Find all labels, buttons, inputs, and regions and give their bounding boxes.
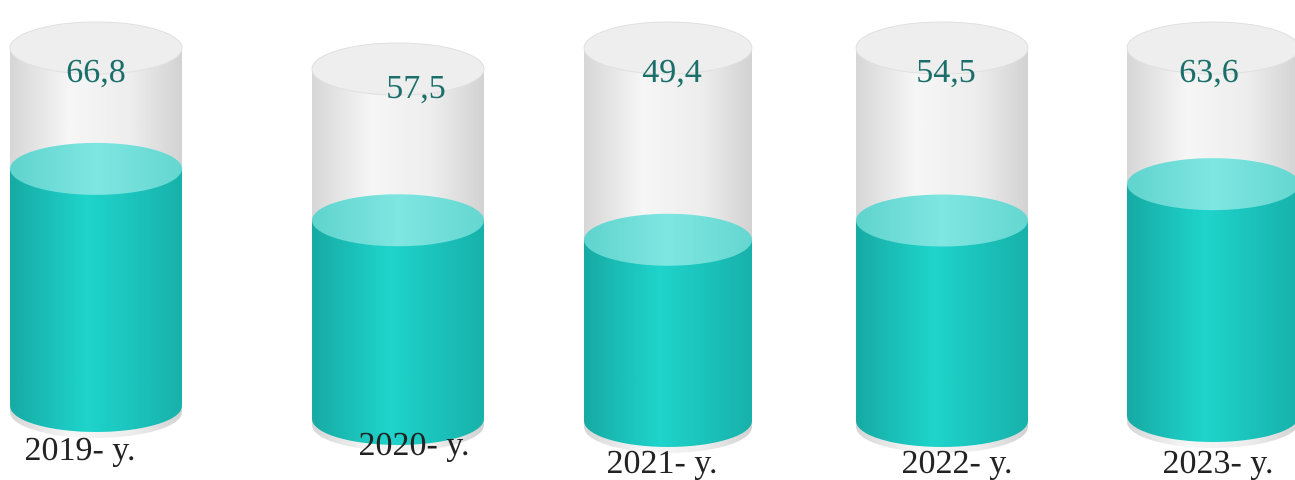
category-label: 2021- y. <box>606 444 717 480</box>
bar-fill <box>584 239 752 447</box>
cylinder-1: 66,8 2019- y. <box>9 21 183 468</box>
glass-top <box>311 42 485 96</box>
bar-value-label: 63,6 <box>1179 53 1239 90</box>
glass-top <box>9 21 183 75</box>
bar-top <box>856 194 1028 247</box>
bar-top <box>584 213 752 266</box>
bar-value-label: 49,4 <box>642 53 702 90</box>
bar-value-label: 66,8 <box>66 53 126 90</box>
bar-value-label: 54,5 <box>916 53 976 90</box>
bar-top <box>312 194 484 247</box>
bar-top <box>1127 158 1295 211</box>
category-label: 2019- y. <box>24 431 135 468</box>
bar-fill <box>10 168 182 432</box>
glass-top <box>583 21 753 75</box>
category-label: 2023- y. <box>1162 444 1273 480</box>
glass-top <box>855 21 1029 75</box>
cylinder-2: 57,5 2020- y. <box>311 42 485 463</box>
cylinder-4: 54,5 2022- y. <box>855 21 1029 480</box>
cylinder-3: 49,4 2021- y. <box>583 21 753 480</box>
bar-fill <box>312 220 484 445</box>
category-label: 2022- y. <box>901 444 1012 480</box>
bar-top <box>10 142 182 195</box>
glass-top <box>1126 21 1295 75</box>
bar-value-label: 57,5 <box>386 69 446 106</box>
cylinder-5: 63,6 2023- y. <box>1126 21 1295 480</box>
bar-fill <box>1127 184 1295 442</box>
bar-fill <box>856 220 1028 447</box>
category-label: 2020- y. <box>358 426 469 463</box>
